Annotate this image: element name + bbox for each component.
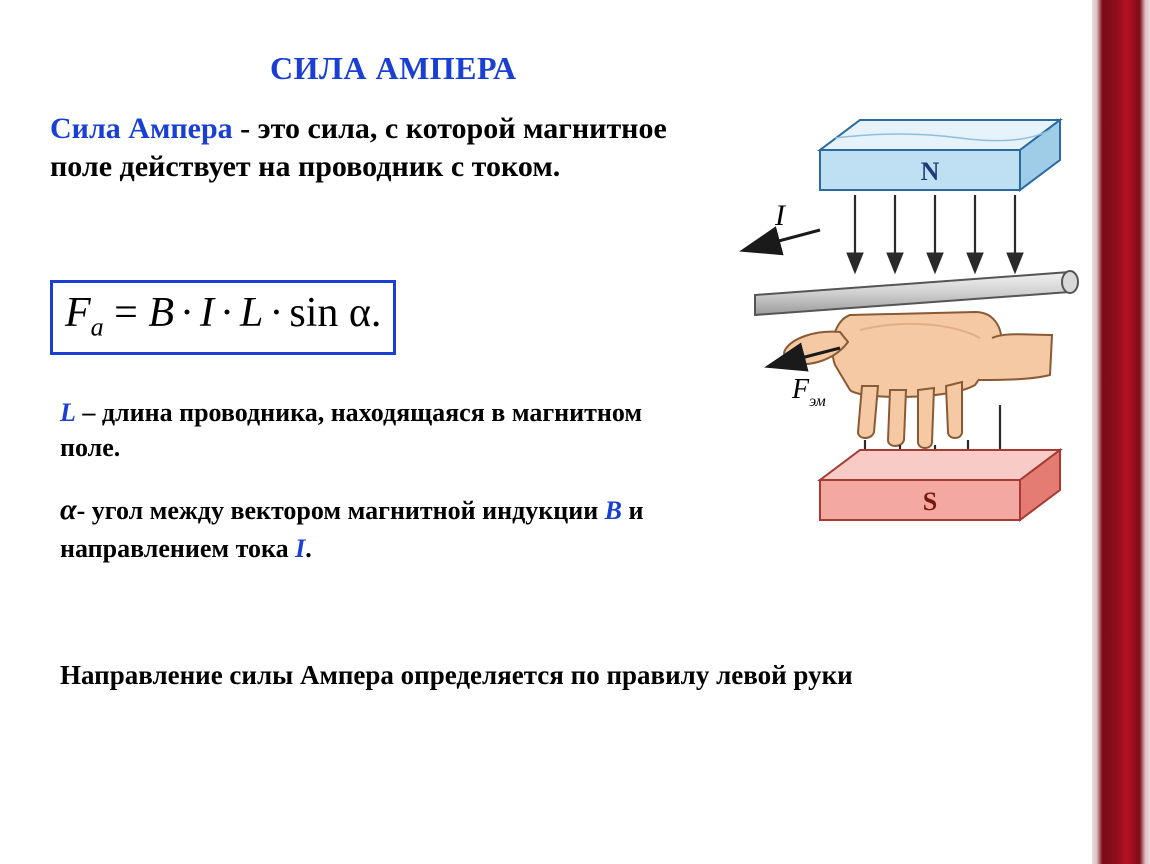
- conductor-rod: I: [745, 199, 1078, 315]
- explain-L-sep: –: [76, 398, 102, 427]
- page-title: СИЛА АМПЕРА: [270, 50, 517, 87]
- north-label: N: [921, 157, 940, 186]
- formula-trailing: .: [371, 290, 382, 336]
- explain-L-var: L: [60, 398, 76, 427]
- explain-alpha-before: угол между вектором магнитной индукции: [92, 496, 605, 525]
- explain-alpha-sep: -: [77, 496, 92, 525]
- current-label: I: [774, 199, 787, 232]
- field-arrows-top: [855, 195, 1015, 270]
- explain-L: L – длина проводника, находящаяся в магн…: [60, 395, 660, 465]
- explain-alpha-end: .: [305, 534, 312, 563]
- left-hand-rule-text: Направление силы Ампера определяется по …: [60, 660, 1020, 691]
- explain-alpha-var: α: [60, 493, 77, 526]
- south-magnet: S: [820, 450, 1060, 520]
- ampere-diagram: N I: [700, 80, 1080, 540]
- formula-B: B: [148, 290, 174, 336]
- left-hand-illustration: Fэм: [770, 312, 1052, 448]
- slide: СИЛА АМПЕРА Сила Ампера - это сила, с ко…: [0, 0, 1150, 864]
- formula-dot3: ·: [263, 290, 289, 336]
- formula-lhs-sub: a: [91, 312, 104, 341]
- formula-dot2: ·: [214, 290, 240, 336]
- formula-eq: =: [114, 290, 148, 336]
- force-label-sub: эм: [809, 393, 826, 410]
- svg-text:Fэм: Fэм: [791, 374, 826, 410]
- formula-L: L: [240, 290, 263, 336]
- formula-dot1: ·: [174, 290, 200, 336]
- north-magnet: N: [820, 120, 1060, 190]
- formula-box: Fa = B·I·L·sin α.: [50, 280, 396, 355]
- formula-I: I: [200, 290, 214, 336]
- explain-alpha: α- угол между вектором магнитной индукци…: [60, 490, 660, 566]
- definition-text: Сила Ампера - это сила, с которой магнит…: [50, 110, 690, 187]
- formula-sin: sin α: [289, 290, 371, 336]
- formula-lhs: F: [65, 290, 91, 336]
- formula: Fa = B·I·L·sin α.: [65, 290, 381, 336]
- explain-alpha-I: I: [295, 534, 305, 563]
- explain-alpha-B: B: [605, 496, 622, 525]
- force-label-F: F: [791, 374, 810, 405]
- explain-L-text: длина проводника, находящаяся в магнитно…: [60, 398, 642, 462]
- decorative-right-band: [1092, 0, 1150, 864]
- south-label: S: [923, 487, 937, 516]
- definition-term: Сила Ампера: [50, 112, 233, 145]
